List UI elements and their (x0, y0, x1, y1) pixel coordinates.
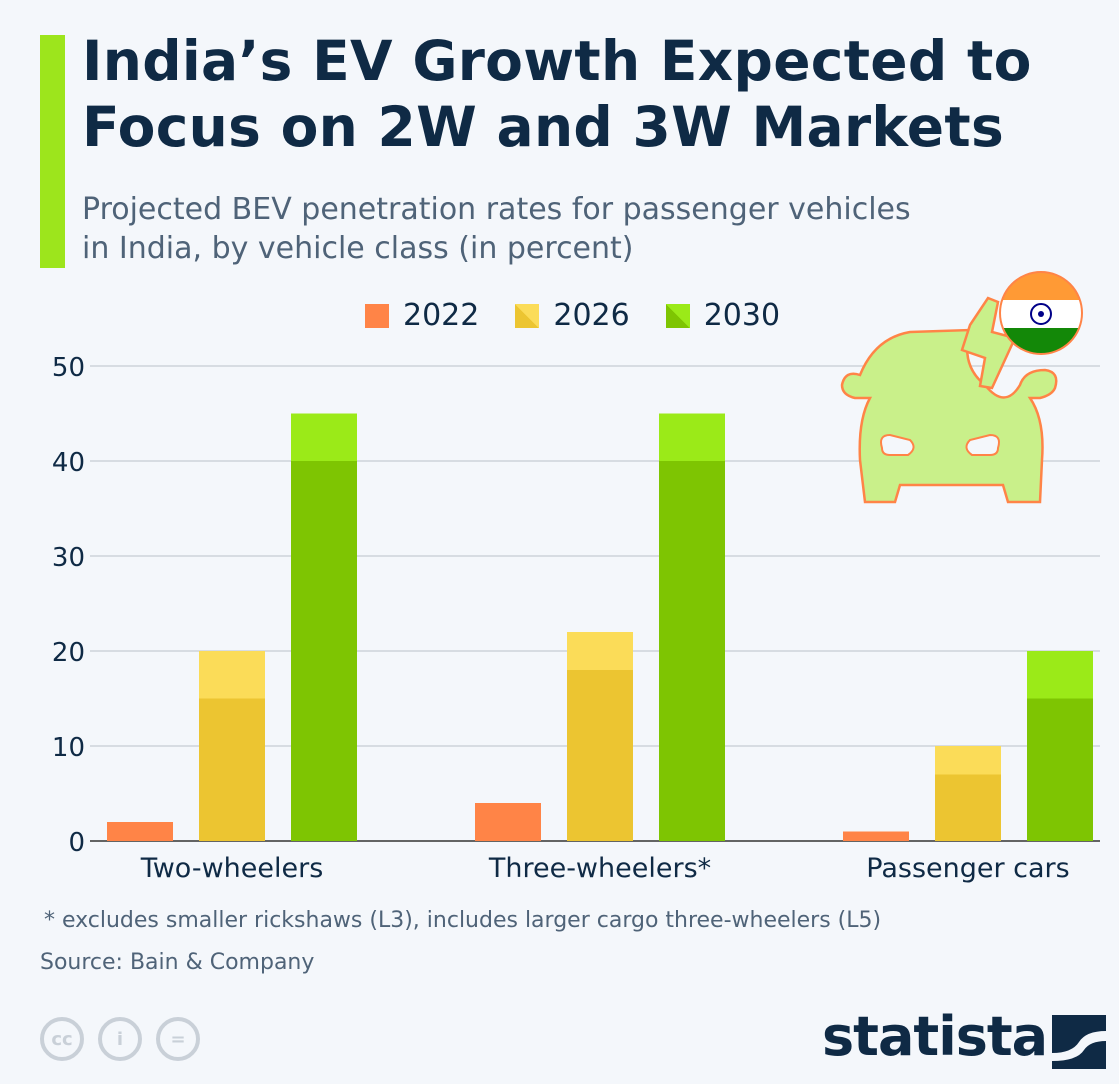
bar-2026-high (567, 632, 633, 670)
subtitle-line-2: in India, by vehicle class (in percent) (82, 231, 634, 266)
x-category-label: Passenger cars (866, 853, 1069, 884)
y-tick-label: 30 (52, 543, 85, 573)
statista-logo-mark-icon (1052, 1015, 1106, 1069)
bar-2026-high (935, 746, 1001, 775)
bar-2022 (475, 803, 541, 841)
title-line-2: Focus on 2W and 3W Markets (82, 95, 1005, 159)
title-line-1: India’s EV Growth Expected to (82, 29, 1032, 93)
bar-2022 (107, 822, 173, 841)
bar-2030-low (1027, 698, 1093, 841)
y-tick-label: 0 (68, 828, 85, 858)
no-derivatives-icon[interactable]: = (156, 1017, 200, 1061)
subtitle-line-1: Projected BEV penetration rates for pass… (82, 192, 911, 227)
legend-item-2030: 2030 (665, 298, 781, 333)
legend-item-2026: 2026 (515, 298, 630, 333)
bar-2030-low (291, 461, 357, 841)
bar-2026-low (935, 774, 1001, 841)
y-tick-label: 50 (52, 353, 85, 383)
legend-swatch-2030 (665, 303, 690, 328)
legend: 2022 2026 2030 (365, 298, 780, 333)
bar-2030-high (659, 413, 725, 461)
x-category-label: Two-wheelers (140, 853, 324, 884)
y-tick-label: 10 (52, 733, 85, 763)
bar-2030-low (659, 461, 725, 841)
attribution-icon[interactable]: i (98, 1017, 142, 1061)
legend-label: 2030 (703, 298, 781, 333)
legend-label: 2022 (403, 298, 480, 333)
source: Source: Bain & Company (40, 950, 315, 975)
footnote: * excludes smaller rickshaws (L3), inclu… (44, 908, 882, 933)
bar-2030-high (1027, 651, 1093, 699)
y-tick-label: 40 (52, 448, 85, 478)
legend-swatch-2022 (365, 303, 389, 328)
bar-2026-low (567, 670, 633, 841)
y-tick-label: 20 (52, 638, 85, 668)
legend-swatch-2026 (515, 303, 540, 328)
bar-2022 (843, 831, 909, 841)
cc-icon[interactable]: cc (40, 1017, 84, 1061)
chart-subtitle: Projected BEV penetration rates for pass… (82, 190, 911, 268)
legend-item-2022: 2022 (365, 298, 479, 333)
electric-car-icon (840, 271, 1083, 504)
accent-bar (40, 35, 65, 268)
license-icons: cc i = (40, 1017, 200, 1061)
statista-logo[interactable]: statista (822, 1005, 1048, 1068)
bar-2030-high (291, 413, 357, 461)
bar-2026-low (199, 698, 265, 841)
x-category-label: Three-wheelers* (488, 853, 711, 884)
bar-2026-high (199, 651, 265, 699)
chart-title: India’s EV Growth Expected to Focus on 2… (82, 28, 1032, 160)
legend-label: 2026 (553, 298, 630, 333)
